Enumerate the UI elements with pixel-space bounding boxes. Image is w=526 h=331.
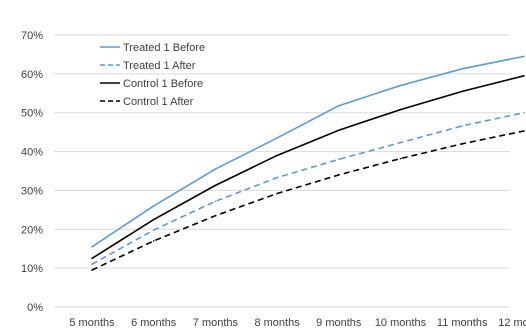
- legend-label: Control 1 After: [123, 96, 194, 108]
- data-point: [338, 104, 340, 107]
- x-tick-label: 5 months: [69, 317, 115, 329]
- x-tick-label: 8 months: [254, 317, 300, 329]
- series-line-control-1-after: [91, 130, 525, 271]
- series-lines: [91, 55, 525, 271]
- data-point: [461, 125, 464, 127]
- x-tick-label: 12 months: [498, 317, 526, 329]
- data-point: [523, 55, 525, 58]
- data-point: [523, 111, 525, 114]
- y-tick-label: 60%: [21, 69, 43, 81]
- data-point: [276, 192, 278, 195]
- data-point: [91, 257, 93, 260]
- series-line-treated-1-after: [91, 111, 525, 265]
- data-point: [399, 108, 402, 111]
- data-point: [214, 168, 217, 170]
- data-point: [276, 176, 278, 179]
- y-tick-label: 40%: [21, 147, 43, 159]
- y-tick-label: 20%: [21, 224, 43, 236]
- x-tick-label: 9 months: [316, 317, 362, 329]
- legend-entry: Control 1 Before: [100, 78, 203, 90]
- legend-label: Treated 1 Before: [123, 42, 205, 54]
- data-point: [214, 214, 217, 217]
- data-point: [399, 141, 402, 144]
- y-tick-label: 70%: [21, 30, 43, 42]
- legend-label: Control 1 Before: [123, 78, 203, 90]
- series-line-control-1-before: [91, 75, 525, 260]
- data-point: [214, 184, 217, 187]
- data-point: [461, 90, 464, 93]
- legend: Treated 1 Before Treated 1 After Control 1…: [100, 42, 205, 108]
- x-tick-label: 7 months: [193, 317, 239, 329]
- data-point: [276, 154, 278, 157]
- data-point: [461, 68, 464, 70]
- y-tick-label: 30%: [21, 185, 43, 197]
- data-point: [338, 158, 340, 161]
- x-tick-label: 6 months: [131, 317, 177, 329]
- data-point: [399, 157, 402, 160]
- x-tick-label: 10 months: [375, 317, 427, 329]
- data-point: [276, 137, 278, 139]
- data-point: [91, 245, 93, 248]
- legend-entry: Control 1 After: [100, 96, 194, 108]
- legend-entry: Treated 1 After: [100, 60, 196, 72]
- data-point: [152, 229, 155, 231]
- y-tick-label: 0%: [27, 302, 43, 314]
- data-point: [91, 269, 93, 271]
- x-tick-label: 11 months: [437, 317, 488, 329]
- y-tick-label: 10%: [21, 263, 43, 275]
- data-point: [152, 205, 155, 207]
- series-line-treated-1-before: [91, 55, 525, 248]
- legend-label: Treated 1 After: [123, 60, 196, 72]
- data-point: [91, 263, 93, 266]
- y-tick-label: 50%: [21, 108, 43, 120]
- legend-entry: Treated 1 Before: [100, 42, 205, 54]
- data-point: [338, 129, 340, 131]
- data-point: [338, 174, 340, 176]
- data-point: [214, 200, 217, 203]
- data-point: [399, 84, 402, 87]
- data-point: [523, 130, 525, 132]
- data-point: [461, 143, 464, 145]
- data-point: [152, 218, 155, 221]
- data-point: [523, 75, 525, 77]
- axes: 0% 10% 20% 30% 40% 50% 60% 70% 5 months 6 months 7…: [21, 30, 526, 329]
- gridlines: [54, 34, 510, 269]
- data-point: [152, 240, 155, 242]
